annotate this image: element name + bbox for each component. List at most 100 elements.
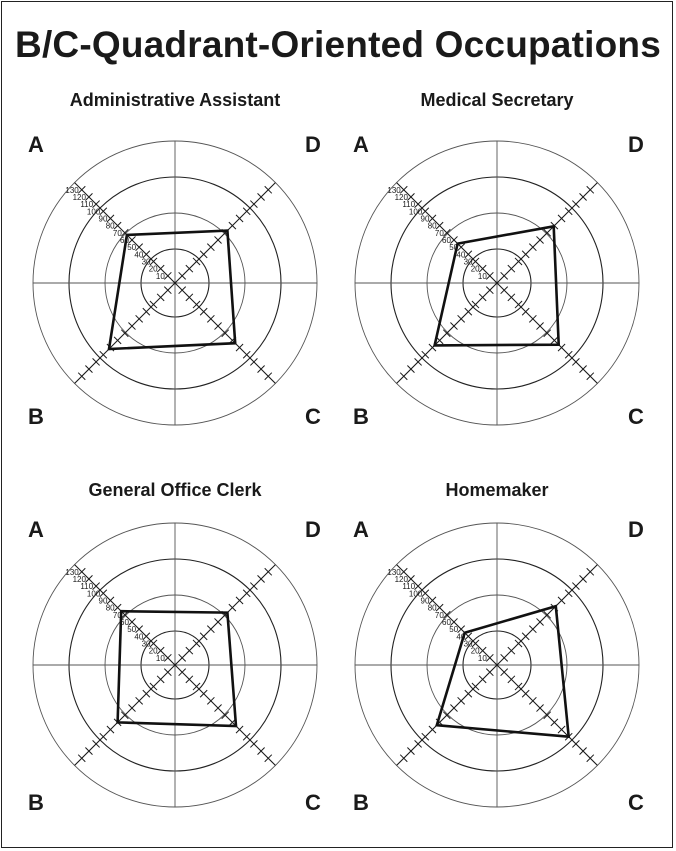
- axis-tick: [235, 343, 244, 352]
- tick-label: 30: [142, 257, 151, 266]
- quadrant-label-c: C: [628, 404, 644, 429]
- quadrant-label-c: C: [305, 404, 321, 429]
- quadrant-label-a: A: [28, 517, 44, 542]
- axis-tick: [221, 329, 230, 338]
- tick-label: 130: [387, 568, 401, 577]
- axis-tick: [407, 575, 415, 583]
- tick-label: 50: [127, 243, 136, 252]
- axis-tick: [156, 264, 165, 273]
- axis-tick: [264, 754, 273, 763]
- axis-tick: [221, 711, 230, 720]
- tick-label: 130: [387, 186, 401, 195]
- axis-tick: [421, 732, 430, 741]
- quadrant-label-b: B: [353, 404, 369, 429]
- tick-label: 90: [421, 596, 430, 605]
- axis-tick: [192, 257, 201, 266]
- axis-tick: [99, 589, 108, 598]
- tick-label: 110: [402, 200, 415, 209]
- axis-tick: [192, 300, 201, 309]
- axis-tick: [142, 250, 151, 259]
- chart-title: Administrative Assistant: [70, 90, 280, 110]
- quadrant-label-b: B: [353, 790, 369, 815]
- quadrant-label-b: B: [28, 790, 44, 815]
- chart-title: Homemaker: [445, 480, 548, 500]
- axis-tick: [572, 200, 580, 208]
- axis-tick: [485, 286, 494, 295]
- tick-label: 40: [456, 250, 465, 259]
- tick-label: 60: [442, 618, 451, 627]
- axis-tick: [464, 307, 473, 316]
- axis-tick: [579, 747, 587, 755]
- axis-tick: [514, 639, 523, 648]
- axis-tick: [414, 582, 422, 590]
- axis-tick: [185, 264, 194, 273]
- axis-tick: [543, 711, 552, 720]
- tick-label: 70: [435, 229, 444, 238]
- axis-tick: [485, 668, 494, 677]
- axis-tick: [264, 185, 273, 194]
- axis-tick: [142, 307, 151, 316]
- axis-tick: [464, 250, 473, 259]
- axis-tick: [557, 596, 566, 605]
- chart-title: General Office Clerk: [88, 480, 262, 500]
- tick-label: 70: [113, 611, 122, 620]
- score-polygon: [107, 229, 237, 351]
- axis-tick: [214, 704, 222, 712]
- tick-label: 30: [464, 257, 473, 266]
- quadrant-label-a: A: [28, 132, 44, 157]
- axis-tick: [471, 682, 480, 691]
- axis-tick: [507, 293, 516, 302]
- axis-tick: [99, 207, 108, 216]
- axis-tick: [586, 372, 595, 381]
- axis-tick: [92, 582, 100, 590]
- axis-tick: [435, 221, 444, 230]
- axis-tick: [564, 207, 573, 216]
- tick-label: 30: [464, 639, 473, 648]
- axis-tick: [106, 596, 115, 605]
- axis-tick: [149, 682, 158, 691]
- axis-tick: [414, 200, 422, 208]
- axis-tick: [135, 314, 144, 323]
- axis-tick: [550, 336, 559, 345]
- tick-label: 120: [395, 193, 409, 202]
- axis-tick: [450, 618, 458, 626]
- axis-tick: [550, 718, 559, 727]
- axis-tick: [536, 618, 544, 626]
- axis-tick: [421, 589, 430, 598]
- axis-tick: [428, 596, 437, 605]
- tick-label: 20: [149, 265, 158, 274]
- axis-tick: [228, 221, 237, 230]
- axis-tick: [142, 689, 151, 698]
- page-title: B/C-Quadrant-Oriented Occupations: [15, 24, 661, 65]
- tick-label: 80: [428, 604, 437, 613]
- tick-label: 60: [120, 618, 129, 627]
- axis-tick: [92, 740, 100, 748]
- tick-label: 50: [449, 243, 458, 252]
- axis-tick: [92, 358, 100, 366]
- axis-tick: [528, 243, 537, 252]
- axis-tick: [163, 653, 172, 662]
- axis-tick: [543, 329, 552, 338]
- axis-tick: [85, 193, 93, 201]
- axis-tick: [235, 214, 244, 223]
- axis-tick: [206, 625, 215, 634]
- axis-tick: [421, 207, 430, 216]
- tick-label: 10: [156, 654, 165, 663]
- axis-tick: [128, 618, 136, 626]
- axis-tick: [120, 228, 129, 237]
- tick-label: 50: [127, 625, 136, 634]
- axis-tick: [428, 343, 437, 352]
- tick-label: 130: [65, 568, 79, 577]
- axis-tick: [192, 639, 201, 648]
- axis-tick: [149, 257, 158, 266]
- tick-label: 90: [99, 214, 108, 223]
- axis-tick: [557, 343, 566, 352]
- tick-label: 70: [113, 229, 122, 238]
- quadrant-label-d: D: [305, 517, 321, 542]
- axis-tick: [543, 610, 552, 619]
- axis-tick: [572, 358, 580, 366]
- axis-tick: [399, 567, 408, 576]
- axis-tick: [250, 582, 258, 590]
